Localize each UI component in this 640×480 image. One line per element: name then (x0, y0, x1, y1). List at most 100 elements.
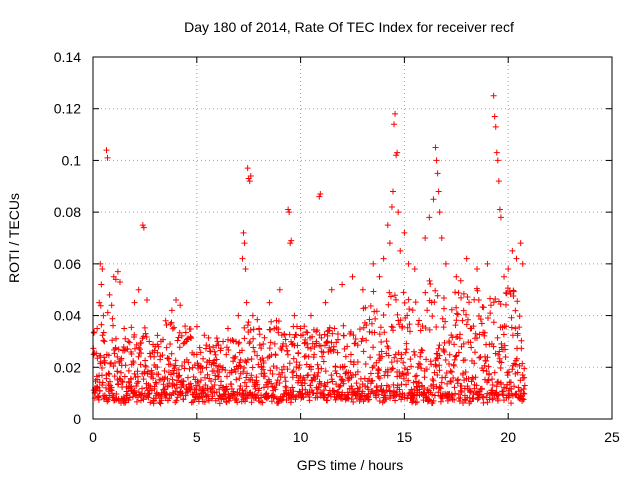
data-point (417, 361, 424, 368)
data-point (236, 386, 243, 393)
data-point (131, 345, 138, 352)
data-point (90, 351, 97, 358)
plot-frame (92, 56, 613, 420)
data-point (173, 397, 180, 404)
data-point (97, 302, 104, 309)
data-point (279, 369, 286, 376)
data-point (425, 397, 432, 404)
data-point (112, 276, 119, 283)
data-point (237, 363, 244, 370)
data-point (290, 388, 297, 395)
data-point (99, 266, 106, 273)
data-point (453, 273, 460, 280)
data-point (403, 346, 410, 353)
data-point (520, 396, 527, 403)
data-point (388, 203, 395, 210)
data-point (429, 313, 436, 320)
data-point (197, 369, 204, 376)
data-point (94, 384, 101, 391)
data-point (285, 206, 292, 213)
y-tick-label: 0.04 (54, 308, 81, 324)
data-point (128, 351, 135, 358)
data-point (243, 383, 250, 390)
data-point (367, 354, 374, 361)
data-point (162, 374, 169, 381)
data-point (344, 343, 351, 350)
data-point (454, 377, 461, 384)
data-point (155, 343, 162, 350)
data-point (497, 365, 504, 372)
data-point (201, 332, 208, 339)
data-point (412, 299, 419, 306)
data-point (380, 311, 387, 318)
data-point (415, 360, 422, 367)
data-point (375, 391, 382, 398)
data-point (337, 382, 344, 389)
data-point (203, 342, 210, 349)
data-point (344, 394, 351, 401)
y-tick-label: 0.12 (54, 101, 81, 117)
data-point (239, 347, 246, 354)
data-point (142, 357, 149, 364)
data-point (154, 332, 161, 339)
data-point (256, 341, 263, 348)
data-point (401, 299, 408, 306)
data-point (356, 384, 363, 391)
data-point (385, 383, 392, 390)
data-point (109, 315, 116, 322)
data-point (444, 380, 451, 387)
data-point (137, 361, 144, 368)
data-point (235, 312, 242, 319)
data-point (101, 354, 108, 361)
data-point (317, 191, 324, 198)
data-point (388, 359, 395, 366)
data-point (264, 354, 271, 361)
data-point (429, 376, 436, 383)
data-point (286, 360, 293, 367)
data-point (478, 385, 485, 392)
data-point (302, 336, 309, 343)
data-point (404, 324, 411, 331)
data-point (502, 289, 509, 296)
data-point (201, 374, 208, 381)
data-point (392, 110, 399, 117)
data-point (495, 178, 502, 185)
data-point (516, 324, 523, 331)
data-point (167, 361, 174, 368)
data-point (396, 386, 403, 393)
data-point (256, 385, 263, 392)
data-point (155, 371, 162, 378)
data-point (174, 377, 181, 384)
data-point (368, 320, 375, 327)
data-point (490, 299, 497, 306)
data-point (514, 369, 521, 376)
data-point (461, 357, 468, 364)
data-point (299, 331, 306, 338)
data-point (134, 368, 141, 375)
data-point (177, 302, 184, 309)
data-point (443, 369, 450, 376)
data-point (146, 338, 153, 345)
data-point (324, 397, 331, 404)
data-point (378, 382, 385, 389)
data-point (449, 334, 456, 341)
data-point (521, 374, 528, 381)
data-point (438, 235, 445, 241)
data-point (451, 384, 458, 391)
data-point (249, 376, 256, 383)
data-point (118, 378, 125, 385)
data-point (124, 345, 131, 352)
data-point (454, 311, 461, 318)
data-point (491, 369, 498, 376)
data-point (496, 206, 503, 213)
data-point (456, 331, 463, 338)
data-point (514, 298, 521, 305)
data-point (175, 373, 182, 380)
data-point (375, 373, 382, 380)
data-point (366, 316, 373, 323)
data-point (400, 289, 407, 296)
x-tick-label: 0 (89, 429, 97, 445)
data-point (317, 342, 324, 349)
data-point (108, 384, 115, 391)
data-point (251, 383, 258, 390)
